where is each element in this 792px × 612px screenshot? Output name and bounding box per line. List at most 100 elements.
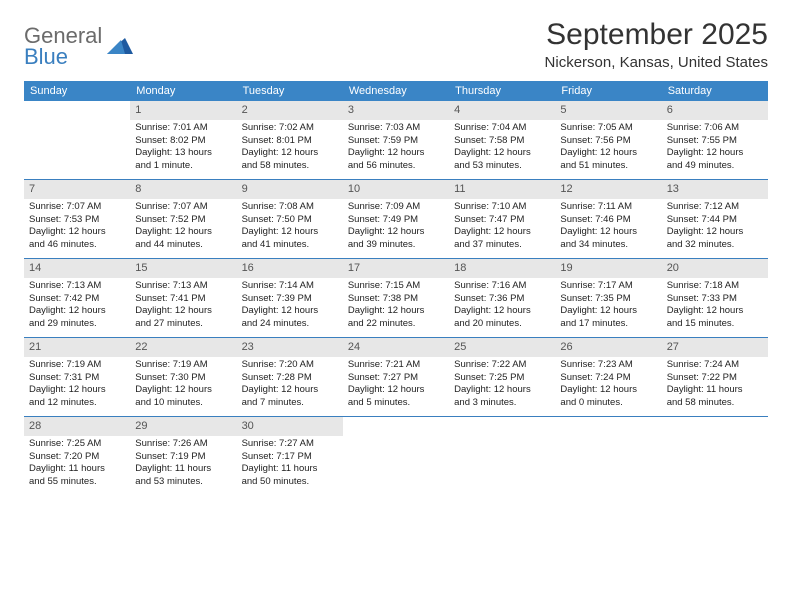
day-line-d2: and 46 minutes.	[29, 239, 125, 252]
day-line-d1: Daylight: 12 hours	[454, 384, 550, 397]
day-cell: 22Sunrise: 7:19 AMSunset: 7:30 PMDayligh…	[130, 338, 236, 416]
day-cell: 15Sunrise: 7:13 AMSunset: 7:41 PMDayligh…	[130, 259, 236, 337]
day-line-d1: Daylight: 11 hours	[667, 384, 763, 397]
day-cell: 26Sunrise: 7:23 AMSunset: 7:24 PMDayligh…	[555, 338, 661, 416]
day-line-d1: Daylight: 12 hours	[242, 305, 338, 318]
weekday-header: Wednesday	[343, 81, 449, 101]
day-line-d1: Daylight: 12 hours	[560, 147, 656, 160]
day-line-sr: Sunrise: 7:06 AM	[667, 122, 763, 135]
day-line-sr: Sunrise: 7:05 AM	[560, 122, 656, 135]
day-line-sr: Sunrise: 7:22 AM	[454, 359, 550, 372]
day-line-d2: and 55 minutes.	[29, 476, 125, 489]
day-body: Sunrise: 7:12 AMSunset: 7:44 PMDaylight:…	[662, 201, 768, 256]
day-line-ss: Sunset: 7:53 PM	[29, 214, 125, 227]
day-cell: 5 Sunrise: 7:05 AMSunset: 7:56 PMDaylight…	[555, 101, 661, 179]
weekday-header: Thursday	[449, 81, 555, 101]
day-line-ss: Sunset: 7:58 PM	[454, 135, 550, 148]
day-body: Sunrise: 7:09 AMSunset: 7:49 PMDaylight:…	[343, 201, 449, 256]
day-number: 11	[449, 180, 555, 199]
day-body: Sunrise: 7:27 AMSunset: 7:17 PMDaylight:…	[237, 438, 343, 493]
day-body: Sunrise: 7:23 AMSunset: 7:24 PMDaylight:…	[555, 359, 661, 414]
day-cell: 4Sunrise: 7:04 AMSunset: 7:58 PMDaylight…	[449, 101, 555, 179]
day-line-ss: Sunset: 7:35 PM	[560, 293, 656, 306]
day-line-ss: Sunset: 7:28 PM	[242, 372, 338, 385]
day-line-sr: Sunrise: 7:15 AM	[348, 280, 444, 293]
day-number: 7	[24, 180, 130, 199]
day-number: 5	[555, 101, 661, 120]
day-line-d1: Daylight: 12 hours	[348, 147, 444, 160]
day-line-d2: and 53 minutes.	[454, 160, 550, 173]
day-body: Sunrise: 7:07 AMSunset: 7:53 PMDaylight:…	[24, 201, 130, 256]
week-row: 28Sunrise: 7:25 AMSunset: 7:20 PMDayligh…	[24, 417, 768, 495]
day-line-ss: Sunset: 7:33 PM	[667, 293, 763, 306]
day-line-sr: Sunrise: 7:25 AM	[29, 438, 125, 451]
day-body: Sunrise: 7:05 AMSunset: 7:56 PMDaylight:…	[555, 122, 661, 177]
day-line-d2: and 44 minutes.	[135, 239, 231, 252]
day-number: 9	[237, 180, 343, 199]
day-line-d1: Daylight: 12 hours	[454, 305, 550, 318]
day-body: Sunrise: 7:06 AMSunset: 7:55 PMDaylight:…	[662, 122, 768, 177]
day-cell: 20Sunrise: 7:18 AMSunset: 7:33 PMDayligh…	[662, 259, 768, 337]
day-line-d2: and 58 minutes.	[242, 160, 338, 173]
day-line-d1: Daylight: 12 hours	[348, 384, 444, 397]
day-line-d1: Daylight: 12 hours	[348, 305, 444, 318]
day-line-d1: Daylight: 11 hours	[135, 463, 231, 476]
day-number: 23	[237, 338, 343, 357]
day-cell: 6Sunrise: 7:06 AMSunset: 7:55 PMDaylight…	[662, 101, 768, 179]
day-number: 21	[24, 338, 130, 357]
day-line-d1: Daylight: 12 hours	[242, 147, 338, 160]
day-cell: 8Sunrise: 7:07 AMSunset: 7:52 PMDaylight…	[130, 180, 236, 258]
day-body: Sunrise: 7:04 AMSunset: 7:58 PMDaylight:…	[449, 122, 555, 177]
calendar: SundayMondayTuesdayWednesdayThursdayFrid…	[24, 81, 768, 495]
day-line-d1: Daylight: 11 hours	[242, 463, 338, 476]
day-line-d2: and 32 minutes.	[667, 239, 763, 252]
day-number: 3	[343, 101, 449, 120]
day-cell: 9Sunrise: 7:08 AMSunset: 7:50 PMDaylight…	[237, 180, 343, 258]
day-cell	[449, 417, 555, 495]
day-cell: 30Sunrise: 7:27 AMSunset: 7:17 PMDayligh…	[237, 417, 343, 495]
day-cell: 28Sunrise: 7:25 AMSunset: 7:20 PMDayligh…	[24, 417, 130, 495]
day-number: 15	[130, 259, 236, 278]
day-line-ss: Sunset: 7:49 PM	[348, 214, 444, 227]
day-cell	[662, 417, 768, 495]
day-cell	[555, 417, 661, 495]
day-line-sr: Sunrise: 7:23 AM	[560, 359, 656, 372]
day-line-ss: Sunset: 7:19 PM	[135, 451, 231, 464]
day-cell: 18Sunrise: 7:16 AMSunset: 7:36 PMDayligh…	[449, 259, 555, 337]
day-line-sr: Sunrise: 7:13 AM	[135, 280, 231, 293]
day-line-d1: Daylight: 12 hours	[348, 226, 444, 239]
day-number: 16	[237, 259, 343, 278]
day-body: Sunrise: 7:18 AMSunset: 7:33 PMDaylight:…	[662, 280, 768, 335]
weekday-header: Tuesday	[237, 81, 343, 101]
day-line-sr: Sunrise: 7:07 AM	[29, 201, 125, 214]
day-cell: 23Sunrise: 7:20 AMSunset: 7:28 PMDayligh…	[237, 338, 343, 416]
day-line-sr: Sunrise: 7:21 AM	[348, 359, 444, 372]
day-line-ss: Sunset: 7:41 PM	[135, 293, 231, 306]
day-line-ss: Sunset: 7:55 PM	[667, 135, 763, 148]
day-body: Sunrise: 7:07 AMSunset: 7:52 PMDaylight:…	[130, 201, 236, 256]
day-line-ss: Sunset: 8:02 PM	[135, 135, 231, 148]
day-line-ss: Sunset: 7:22 PM	[667, 372, 763, 385]
day-line-d2: and 17 minutes.	[560, 318, 656, 331]
day-number: 2	[237, 101, 343, 120]
week-row: 21Sunrise: 7:19 AMSunset: 7:31 PMDayligh…	[24, 338, 768, 417]
day-line-sr: Sunrise: 7:13 AM	[29, 280, 125, 293]
day-line-d1: Daylight: 12 hours	[667, 305, 763, 318]
day-line-d1: Daylight: 12 hours	[560, 305, 656, 318]
day-body: Sunrise: 7:25 AMSunset: 7:20 PMDaylight:…	[24, 438, 130, 493]
day-line-sr: Sunrise: 7:11 AM	[560, 201, 656, 214]
day-line-d1: Daylight: 12 hours	[667, 147, 763, 160]
day-number: 1	[130, 101, 236, 120]
day-line-ss: Sunset: 7:47 PM	[454, 214, 550, 227]
day-number: 29	[130, 417, 236, 436]
day-body: Sunrise: 7:14 AMSunset: 7:39 PMDaylight:…	[237, 280, 343, 335]
day-line-d2: and 12 minutes.	[29, 397, 125, 410]
logo-word2: Blue	[24, 44, 68, 69]
day-number: 25	[449, 338, 555, 357]
day-cell: 7 Sunrise: 7:07 AMSunset: 7:53 PMDaylight…	[24, 180, 130, 258]
day-line-ss: Sunset: 7:39 PM	[242, 293, 338, 306]
day-number: 14	[24, 259, 130, 278]
header: General Blue September 2025 Nickerson, K…	[24, 18, 768, 71]
day-body: Sunrise: 7:02 AMSunset: 8:01 PMDaylight:…	[237, 122, 343, 177]
day-cell: 10Sunrise: 7:09 AMSunset: 7:49 PMDayligh…	[343, 180, 449, 258]
